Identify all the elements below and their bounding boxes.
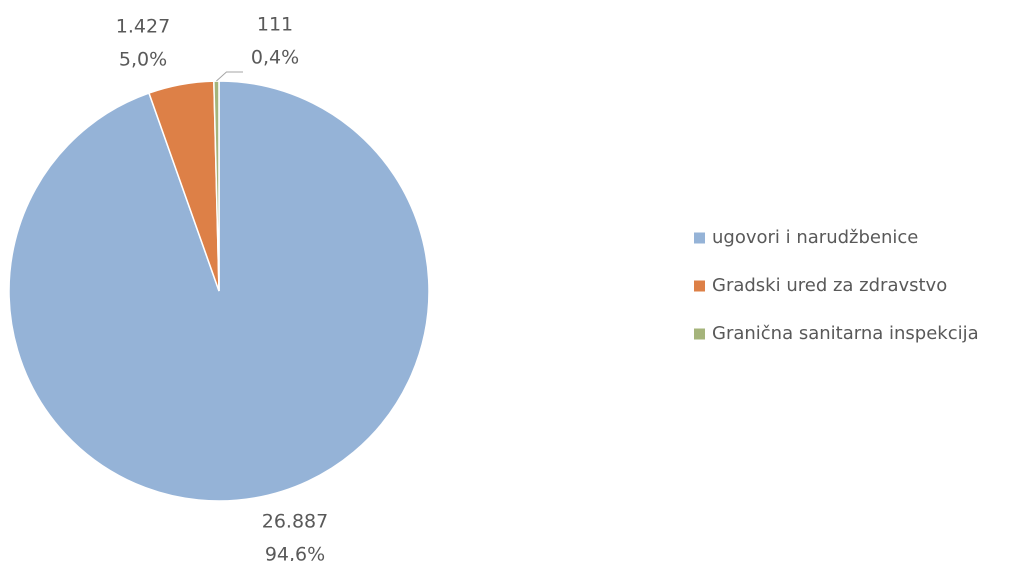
legend: ugovori i narudžbenice Gradski ured za zd… — [694, 227, 979, 344]
value-label: 1.427 — [116, 16, 170, 38]
leader-line — [216, 71, 243, 82]
value-label: 26.887 — [262, 511, 328, 533]
percentage-label: 94,6% — [265, 544, 325, 561]
legend-label: Gradski ured za zdravstvo — [712, 275, 947, 296]
legend-swatch — [694, 328, 705, 340]
legend-swatch — [694, 232, 705, 244]
data-labels: 26.887 94,6% 1.427 5,0% 111 0,4% — [116, 14, 328, 561]
value-label: 111 — [257, 14, 293, 36]
legend-label: Granična sanitarna inspekcija — [712, 323, 979, 344]
percentage-label: 0,4% — [251, 47, 299, 69]
pie — [8, 80, 430, 502]
percentage-label: 5,0% — [119, 49, 167, 71]
legend-swatch — [694, 280, 705, 292]
legend-label: ugovori i narudžbenice — [712, 227, 918, 248]
